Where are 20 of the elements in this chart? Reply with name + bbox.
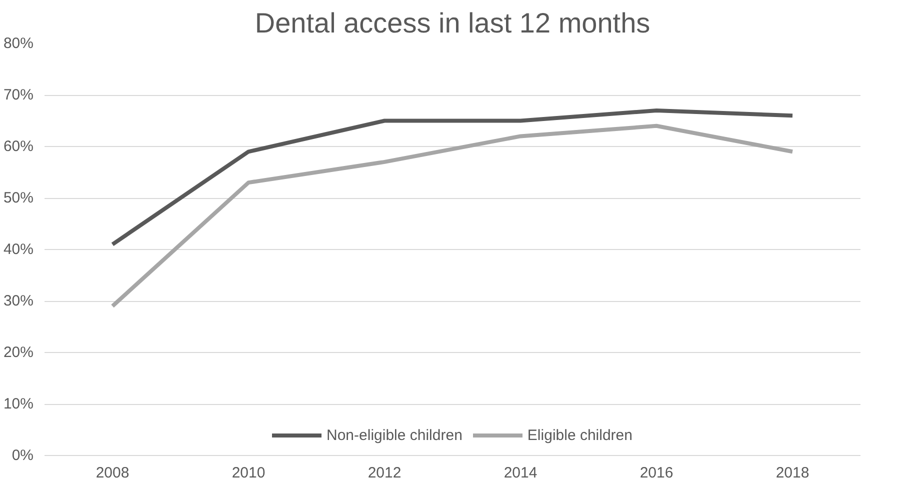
line-series xyxy=(110,124,794,308)
x-tick-label: 2008 xyxy=(96,464,130,482)
y-tick-label: 0% xyxy=(12,447,34,464)
x-tick-label: 2010 xyxy=(232,464,266,482)
y-tick-label: 10% xyxy=(3,396,34,412)
x-tick-label: 2016 xyxy=(640,464,674,482)
x-tick-label: 2014 xyxy=(504,464,538,482)
y-tick-label: 60% xyxy=(3,138,34,155)
x-tick-label: 2012 xyxy=(368,464,402,482)
y-tick-label: 40% xyxy=(3,241,34,258)
legend-label: Eligible children xyxy=(527,426,632,444)
y-tick-label: 20% xyxy=(3,344,34,361)
line-series xyxy=(110,108,794,246)
legend-label: Non-eligible children xyxy=(326,426,462,444)
y-tick-label: 80% xyxy=(3,35,34,52)
x-tick-label: 2018 xyxy=(776,464,810,482)
y-tick-label: 30% xyxy=(3,292,34,310)
y-tick-label: 70% xyxy=(3,86,34,104)
y-tick-label: 50% xyxy=(3,190,34,206)
chart-title: Dental access in last 12 months xyxy=(254,8,650,38)
